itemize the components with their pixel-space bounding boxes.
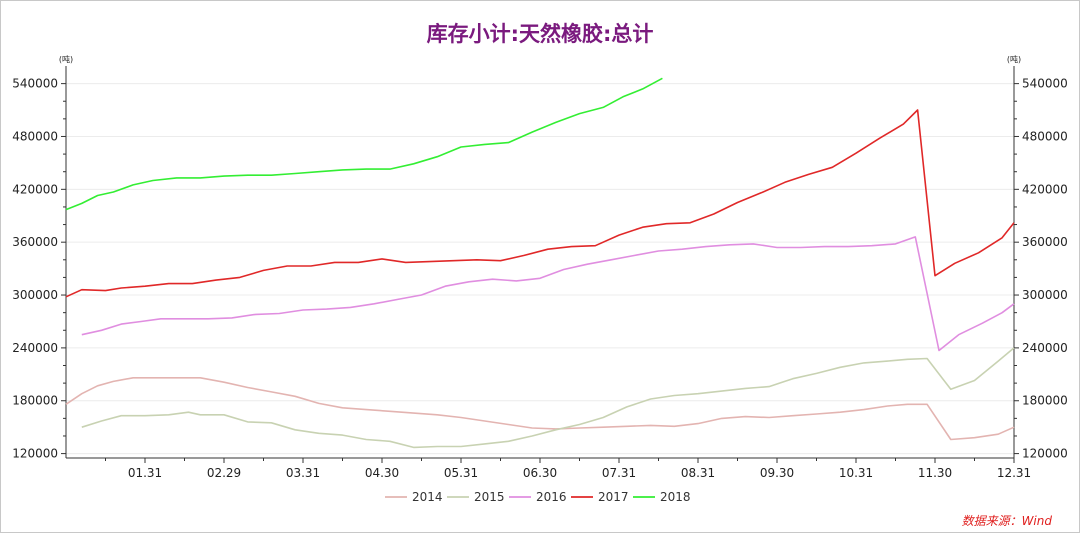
x-tick-label-11: 12.31 [997, 466, 1031, 480]
chart-title: 库存小计:天然橡胶:总计 [426, 22, 654, 46]
x-tick-label-10: 11.30 [918, 466, 952, 480]
y-tick-label-right-2: 240000 [1022, 341, 1068, 355]
y-tick-label-left-5: 420000 [12, 182, 58, 196]
y-tick-label-left-3: 300000 [12, 288, 58, 302]
series-line-2015 [81, 347, 1015, 449]
x-tick-label-0: 01.31 [128, 466, 162, 480]
legend: 2014 2015 2016 2017 2018 [385, 490, 691, 504]
x-tick-label-2: 03.31 [286, 466, 320, 480]
y-tick-label-left-7: 540000 [12, 77, 58, 91]
series-line-2016 [81, 236, 1015, 352]
y-tick-label-right-1: 180000 [1022, 394, 1068, 408]
y-tick-label-right-0: 120000 [1022, 447, 1068, 461]
series-line-2014 [65, 376, 1015, 441]
legend-label-2018: 2018 [660, 490, 691, 504]
x-tick-label-3: 04.30 [365, 466, 399, 480]
y-tick-label-left-0: 120000 [12, 447, 58, 461]
series-line-2018 [65, 77, 663, 211]
y-tick-label-right-5: 420000 [1022, 182, 1068, 196]
x-tick-label-6: 07.31 [602, 466, 636, 480]
y-tick-label-right-4: 360000 [1022, 235, 1068, 249]
y-tick-label-left-6: 480000 [12, 129, 58, 143]
grid-lines [66, 83, 1014, 455]
y-tick-label-left-1: 180000 [12, 394, 58, 408]
x-tick-label-8: 09.30 [760, 466, 794, 480]
x-tick-label-1: 02.29 [207, 466, 241, 480]
y-tick-label-right-7: 540000 [1022, 77, 1068, 91]
y-tick-label-right-3: 300000 [1022, 288, 1068, 302]
x-tick-label-7: 08.31 [681, 466, 715, 480]
x-tick-label-9: 10.31 [839, 466, 873, 480]
series-lines [65, 77, 1015, 449]
series-line-2017 [65, 109, 1015, 298]
y-unit-right: (吨) [1007, 54, 1021, 64]
y-tick-label-left-4: 360000 [12, 235, 58, 249]
y-tick-label-right-6: 480000 [1022, 129, 1068, 143]
y-unit-left: (吨) [59, 54, 73, 64]
y-tick-label-left-2: 240000 [12, 341, 58, 355]
legend-label-2014: 2014 [412, 490, 443, 504]
legend-label-2016: 2016 [536, 490, 567, 504]
x-tick-label-4: 05.31 [444, 466, 478, 480]
source-note: 数据来源：Wind [961, 514, 1052, 528]
x-tick-label-5: 06.30 [523, 466, 557, 480]
axes: (吨) (吨) 120000 120000 180000 180000 240000 2400… [12, 54, 1068, 480]
legend-label-2015: 2015 [474, 490, 505, 504]
legend-label-2017: 2017 [598, 490, 629, 504]
